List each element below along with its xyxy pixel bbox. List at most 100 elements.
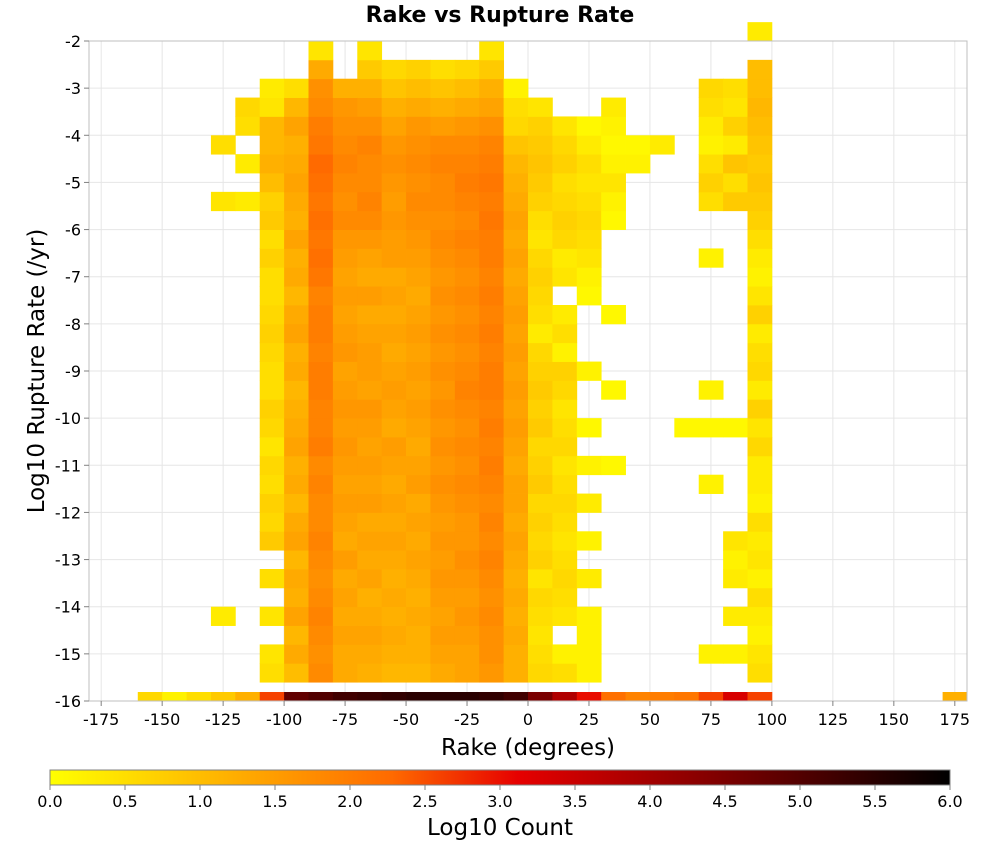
heatmap-cell xyxy=(381,644,407,664)
heatmap-cell xyxy=(601,305,626,325)
heatmap-cell xyxy=(430,229,456,249)
heatmap-cell xyxy=(698,474,724,494)
heatmap-cell xyxy=(284,418,309,438)
heatmap-cell xyxy=(528,267,553,287)
heatmap-cell xyxy=(210,191,236,212)
heatmap-cell xyxy=(357,380,383,400)
y-tick-label: -14 xyxy=(55,598,81,617)
heatmap-cell xyxy=(528,361,553,381)
heatmap-cell xyxy=(479,361,505,381)
heatmap-cell xyxy=(308,606,334,626)
colorbar-tick-label: 3.0 xyxy=(487,792,512,811)
heatmap-cell xyxy=(479,380,505,400)
heatmap-cell xyxy=(259,418,285,438)
heatmap-cell xyxy=(259,135,285,155)
colorbar-tick-label: 1.0 xyxy=(187,792,212,811)
heatmap-cell xyxy=(332,455,358,476)
heatmap-cell xyxy=(454,173,480,193)
heatmap-cell xyxy=(479,305,505,325)
heatmap-cell xyxy=(698,173,724,193)
heatmap-cell xyxy=(357,267,383,287)
heatmap-cell xyxy=(528,116,553,136)
heatmap-cell xyxy=(723,97,748,117)
heatmap-cell xyxy=(406,512,431,532)
y-axis-label: Log10 Rupture Rate (/yr) xyxy=(24,229,50,514)
heatmap-cell xyxy=(284,437,309,457)
heatmap-cell xyxy=(284,78,309,98)
heatmap-cell xyxy=(406,97,431,117)
heatmap-cell xyxy=(259,399,285,419)
heatmap-cell xyxy=(576,116,602,136)
heatmap-cell xyxy=(259,455,285,476)
heatmap-cell xyxy=(747,606,773,626)
heatmap-cell xyxy=(503,437,529,457)
heatmap-cell xyxy=(284,248,309,268)
heatmap-cell xyxy=(381,361,407,381)
heatmap-cell xyxy=(503,135,529,155)
heatmap-cell xyxy=(747,493,773,513)
heatmap-cell xyxy=(747,644,773,664)
heatmap-cell xyxy=(430,154,456,174)
y-tick-label: -12 xyxy=(55,503,81,522)
heatmap-cell xyxy=(284,229,309,249)
heatmap-cell xyxy=(357,191,383,212)
heatmap-cell xyxy=(259,380,285,400)
heatmap-cell xyxy=(259,493,285,513)
heatmap-cell xyxy=(430,191,456,212)
chart-title: Rake vs Rupture Rate xyxy=(366,3,635,28)
heatmap-cell xyxy=(406,644,431,664)
heatmap-cell xyxy=(503,361,529,381)
heatmap-cell xyxy=(747,531,773,551)
heatmap-cell xyxy=(259,512,285,532)
heatmap-cell xyxy=(552,323,578,344)
heatmap-cell xyxy=(284,305,309,325)
heatmap-cell xyxy=(406,455,431,476)
heatmap-cell xyxy=(552,569,578,589)
heatmap-cell xyxy=(576,229,602,249)
heatmap-cell xyxy=(552,267,578,287)
heatmap-cell xyxy=(406,606,431,626)
heatmap-cell xyxy=(308,569,334,589)
heatmap-cell xyxy=(528,135,553,155)
heatmap-cell xyxy=(381,512,407,532)
heatmap-cell xyxy=(332,606,358,626)
heatmap-cell xyxy=(381,493,407,513)
heatmap-cell xyxy=(308,41,334,61)
heatmap-cell xyxy=(503,399,529,419)
heatmap-cell xyxy=(698,418,724,438)
heatmap-cell xyxy=(503,569,529,589)
heatmap-cell xyxy=(552,305,578,325)
heatmap-cell xyxy=(552,437,578,457)
heatmap-cell xyxy=(259,692,285,701)
heatmap-cell xyxy=(747,78,773,98)
x-tick-label: 150 xyxy=(879,710,910,729)
heatmap-cell xyxy=(528,569,553,589)
heatmap-cell xyxy=(357,323,383,344)
heatmap-cell xyxy=(747,154,773,174)
heatmap-cell xyxy=(747,399,773,419)
x-tick-label: 100 xyxy=(757,710,788,729)
heatmap-cell xyxy=(503,493,529,513)
heatmap-cell xyxy=(601,380,626,400)
heatmap-cell xyxy=(723,692,748,701)
y-tick-label: -15 xyxy=(55,645,81,664)
heatmap-cell xyxy=(528,286,553,306)
heatmap-cell xyxy=(454,286,480,306)
heatmap-cell xyxy=(747,135,773,155)
heatmap-cell xyxy=(308,474,334,494)
heatmap-cell xyxy=(332,512,358,532)
heatmap-cell xyxy=(259,342,285,362)
heatmap-cell xyxy=(357,418,383,438)
heatmap-cell xyxy=(552,512,578,532)
heatmap-cell xyxy=(503,625,529,645)
heatmap-cell xyxy=(528,512,553,532)
y-tick-label: -3 xyxy=(65,79,81,98)
heatmap-cell xyxy=(430,663,456,683)
heatmap-cell xyxy=(503,455,529,476)
heatmap-cell xyxy=(308,587,334,608)
heatmap-cell xyxy=(552,493,578,513)
heatmap-cell xyxy=(430,399,456,419)
heatmap-cell xyxy=(430,210,456,230)
heatmap-cell xyxy=(406,342,431,362)
